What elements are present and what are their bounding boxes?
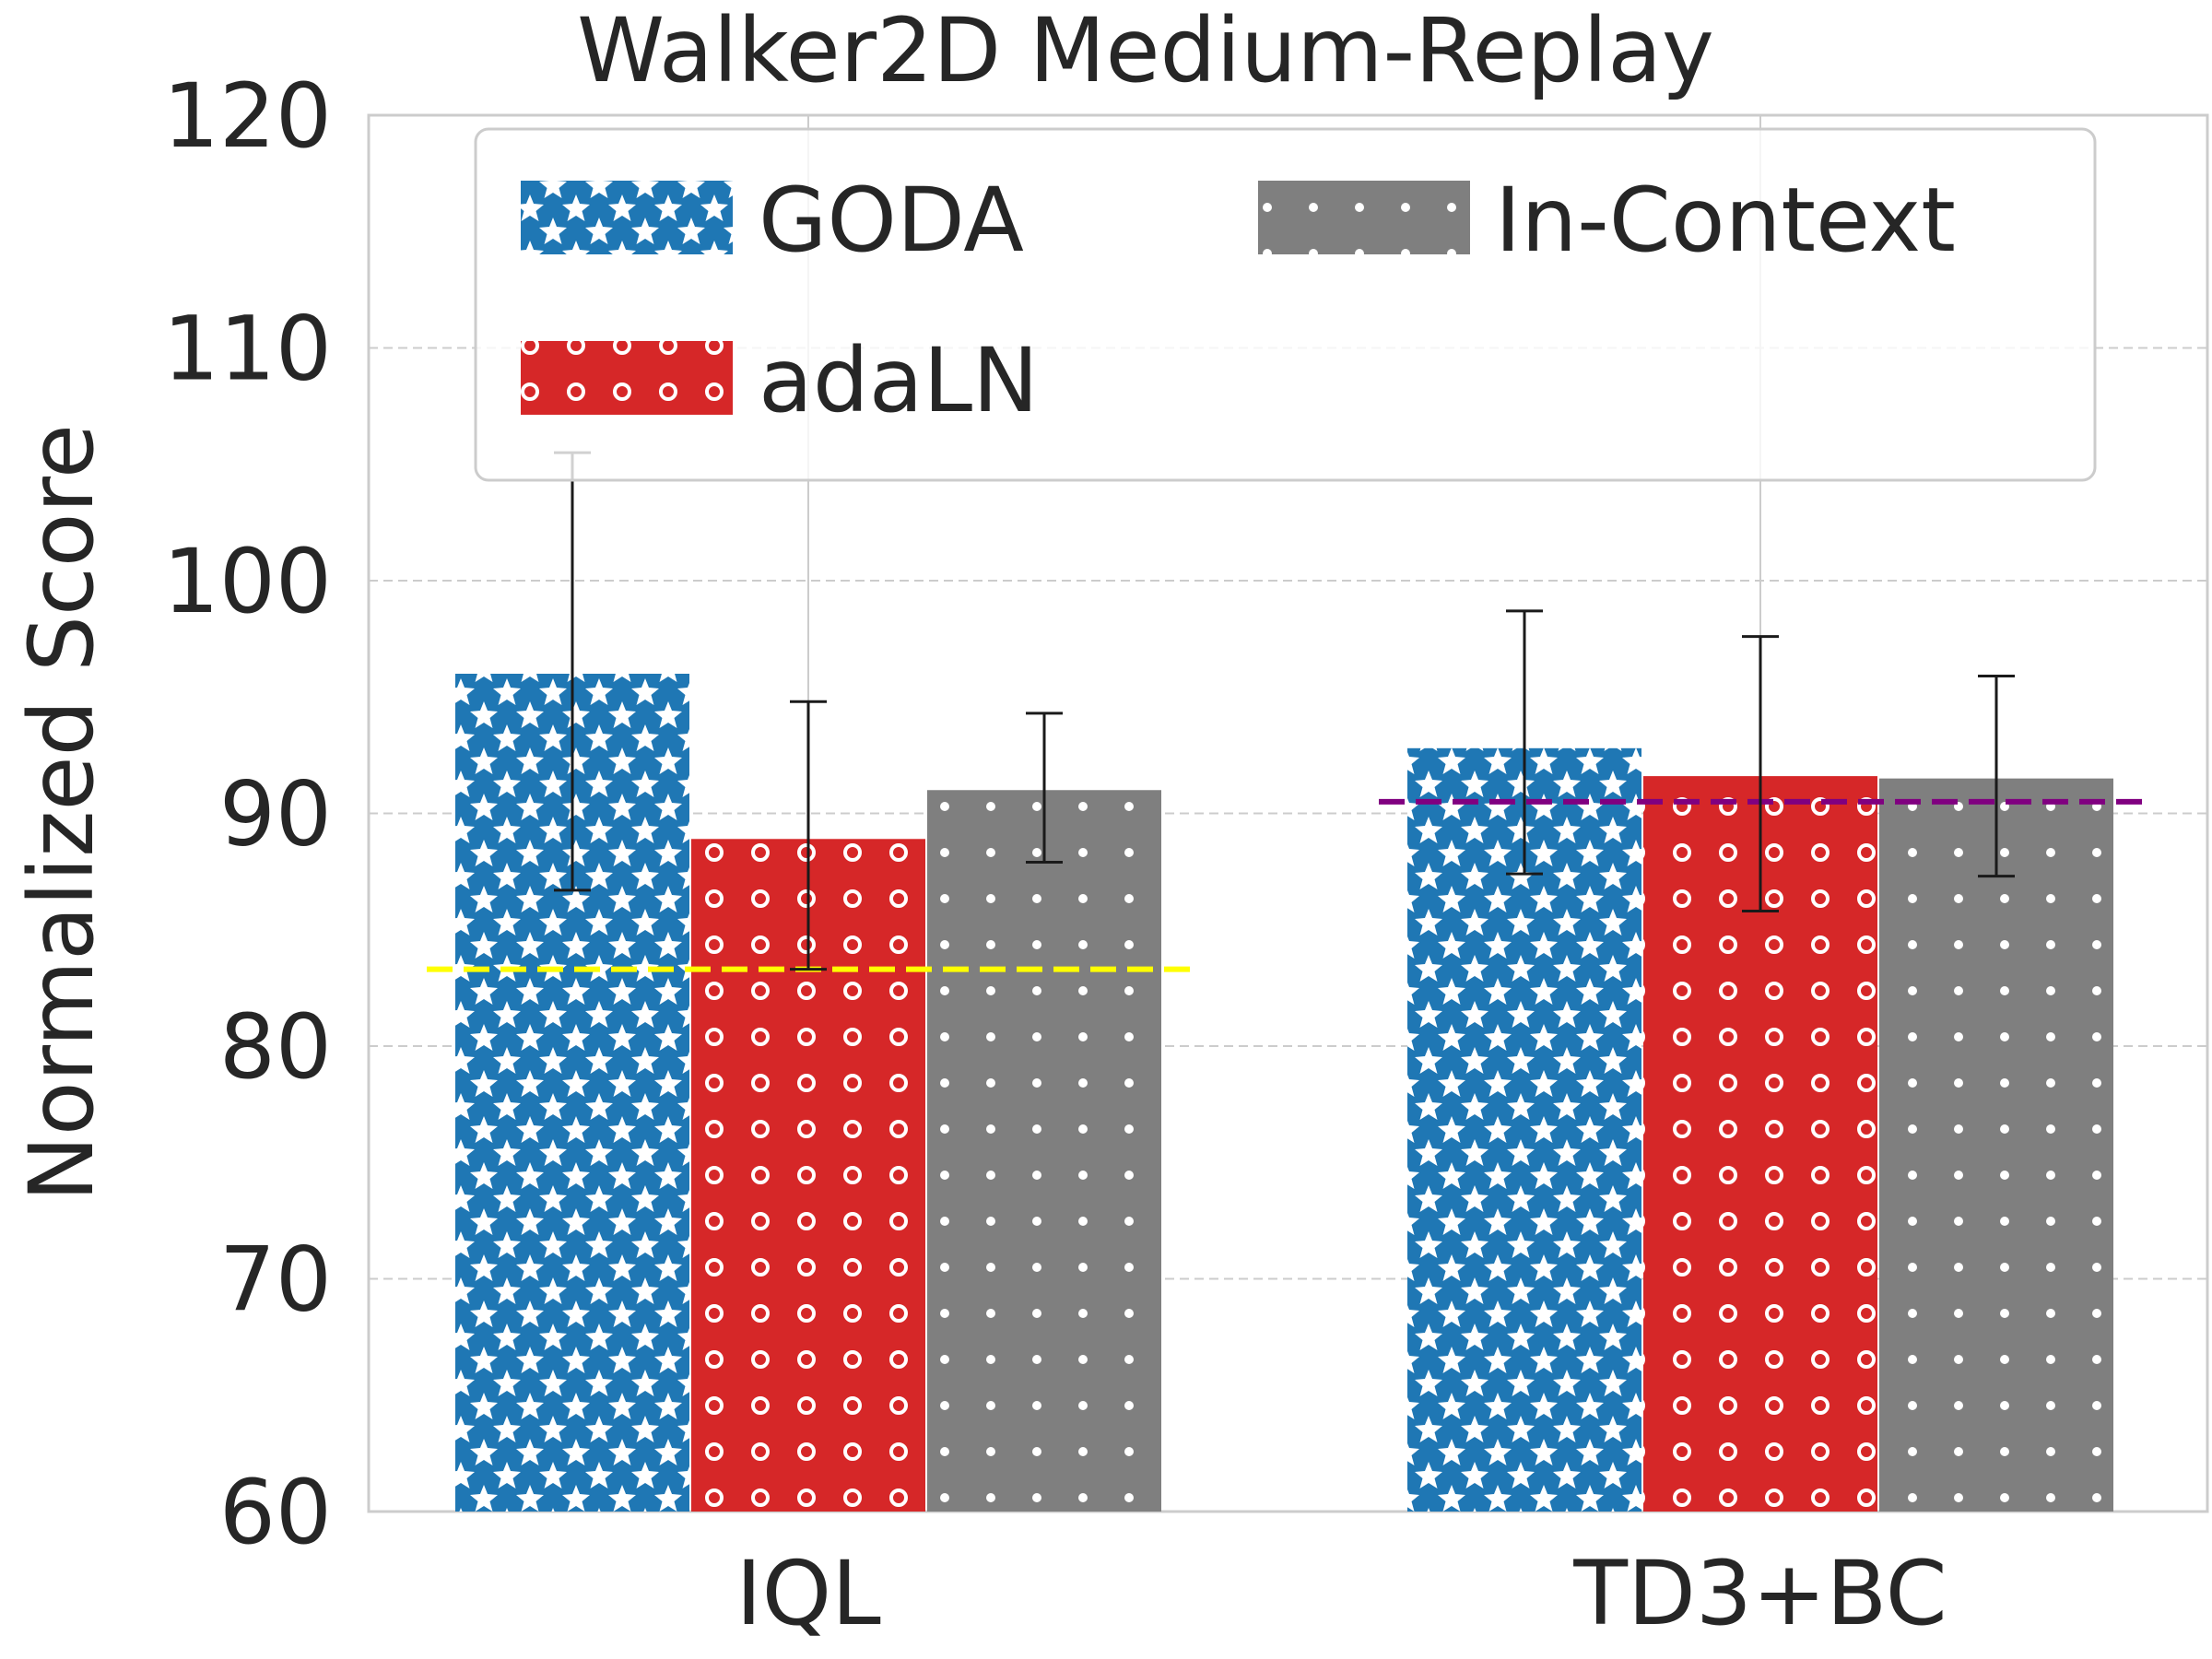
legend-frame — [474, 127, 2097, 482]
legend-swatch-in-context — [1258, 181, 1470, 254]
y-tick-label-120: 120 — [163, 65, 332, 168]
legend-item-adaln: adaLN — [521, 329, 1039, 432]
error-bar-adaln-iql — [790, 700, 827, 971]
y-axis-ticks: 60 70 80 90 100 110 120 — [163, 65, 332, 1564]
y-tick-label-80: 80 — [219, 995, 332, 1099]
x-axis-ticks: IQL TD3+BC — [735, 1542, 1947, 1645]
legend-item-goda: GODA — [521, 169, 1024, 272]
y-tick-label-60: 60 — [219, 1461, 332, 1564]
y-tick-label-100: 100 — [163, 530, 332, 633]
error-bar-in-context-td3-bc — [1978, 675, 2015, 878]
legend-label-in-context: In-Context — [1495, 169, 1956, 272]
y-tick-label-110: 110 — [163, 298, 332, 401]
legend-swatch-goda — [521, 181, 733, 254]
legend-label-goda: GODA — [759, 169, 1024, 272]
plot-area-frame — [367, 113, 2209, 1513]
bar-in-context-iql — [927, 790, 1161, 1512]
x-tick-label-td3-bc: TD3+BC — [1572, 1542, 1947, 1645]
legend: GODA adaLN In-Context — [474, 127, 2097, 482]
bars-layer — [455, 674, 2113, 1512]
legend-label-adaln: adaLN — [759, 329, 1039, 432]
error-bar-in-context-iql — [1026, 712, 1063, 865]
error-bars-layer — [554, 451, 2015, 971]
legend-swatch-adaln — [521, 341, 733, 415]
x-tick-label-iql: IQL — [735, 1542, 880, 1645]
legend-item-in-context: In-Context — [1258, 169, 1956, 272]
chart-title: Walker2D Medium-Replay — [577, 0, 1714, 102]
y-tick-label-70: 70 — [219, 1229, 332, 1332]
y-axis-label: Normalized Score — [10, 424, 113, 1202]
y-tick-label-90: 90 — [219, 763, 332, 866]
bar-in-context-td3-bc — [1879, 778, 2113, 1512]
error-bar-adaln-td3-bc — [1742, 635, 1779, 913]
bar-goda-td3-bc — [1407, 747, 1641, 1512]
error-bar-goda-td3-bc — [1506, 609, 1543, 876]
